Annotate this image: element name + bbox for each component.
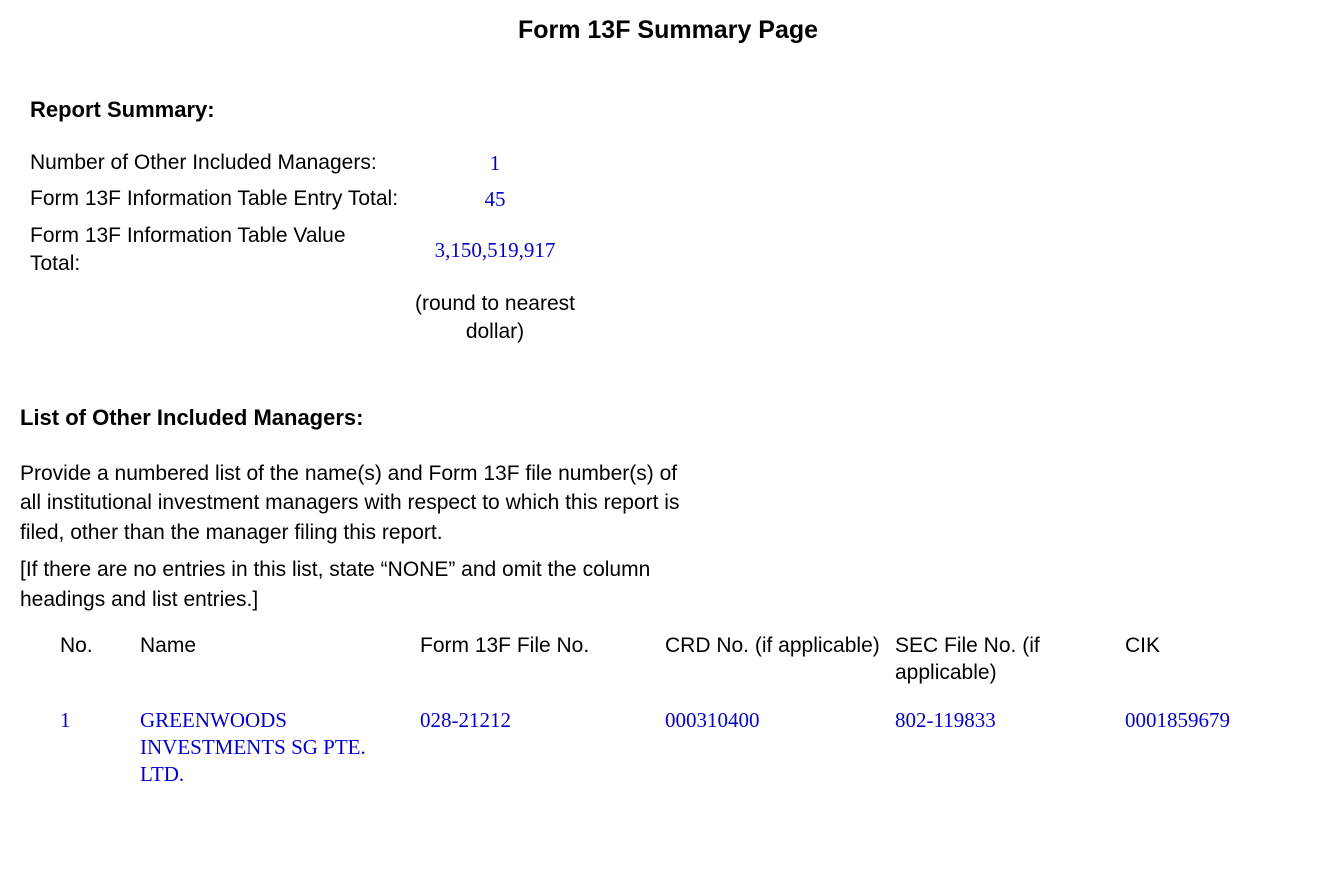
col-header-file: Form 13F File No. [420, 632, 665, 659]
cell-file: 028-21212 [420, 707, 665, 734]
summary-row: Number of Other Included Managers: 1 [30, 149, 1316, 177]
other-managers-heading: List of Other Included Managers: [20, 405, 1316, 431]
cell-no: 1 [20, 707, 140, 734]
summary-value-entry-total: 45 [400, 187, 590, 212]
page-title: Form 13F Summary Page [20, 16, 1316, 45]
col-header-crd: CRD No. (if applicable) [665, 632, 895, 659]
managers-table: No. Name Form 13F File No. CRD No. (if a… [20, 632, 1316, 788]
col-header-cik: CIK [1125, 632, 1285, 659]
cell-crd: 000310400 [665, 707, 895, 734]
summary-label-value-total: Form 13F Information Table Value Total: [30, 222, 400, 279]
cell-name: GREENWOODS INVESTMENTS SG PTE. LTD. [140, 707, 420, 789]
summary-label-entry-total: Form 13F Information Table Entry Total: [30, 185, 400, 213]
col-header-sec: SEC File No. (if applicable) [895, 632, 1125, 687]
summary-value-value-total: 3,150,519,917 [400, 238, 590, 263]
report-summary-block: Number of Other Included Managers: 1 For… [30, 149, 1316, 345]
summary-note: (round to nearest dollar) [400, 290, 590, 345]
col-header-name: Name [140, 632, 420, 659]
instruction-secondary: [If there are no entries in this list, s… [20, 555, 680, 614]
table-header: No. Name Form 13F File No. CRD No. (if a… [20, 632, 1316, 687]
summary-value-managers: 1 [400, 151, 590, 176]
report-summary-heading: Report Summary: [30, 97, 1316, 123]
cell-sec: 802-119833 [895, 707, 1125, 734]
summary-label-managers: Number of Other Included Managers: [30, 149, 400, 177]
col-header-no: No. [20, 632, 140, 659]
summary-row: Form 13F Information Table Entry Total: … [30, 185, 1316, 213]
cell-cik: 0001859679 [1125, 707, 1285, 734]
summary-row: Form 13F Information Table Value Total: … [30, 222, 1316, 279]
table-row: 1 GREENWOODS INVESTMENTS SG PTE. LTD. 02… [20, 707, 1316, 789]
instruction-primary: Provide a numbered list of the name(s) a… [20, 459, 680, 547]
summary-note-row: (round to nearest dollar) [30, 290, 1316, 345]
